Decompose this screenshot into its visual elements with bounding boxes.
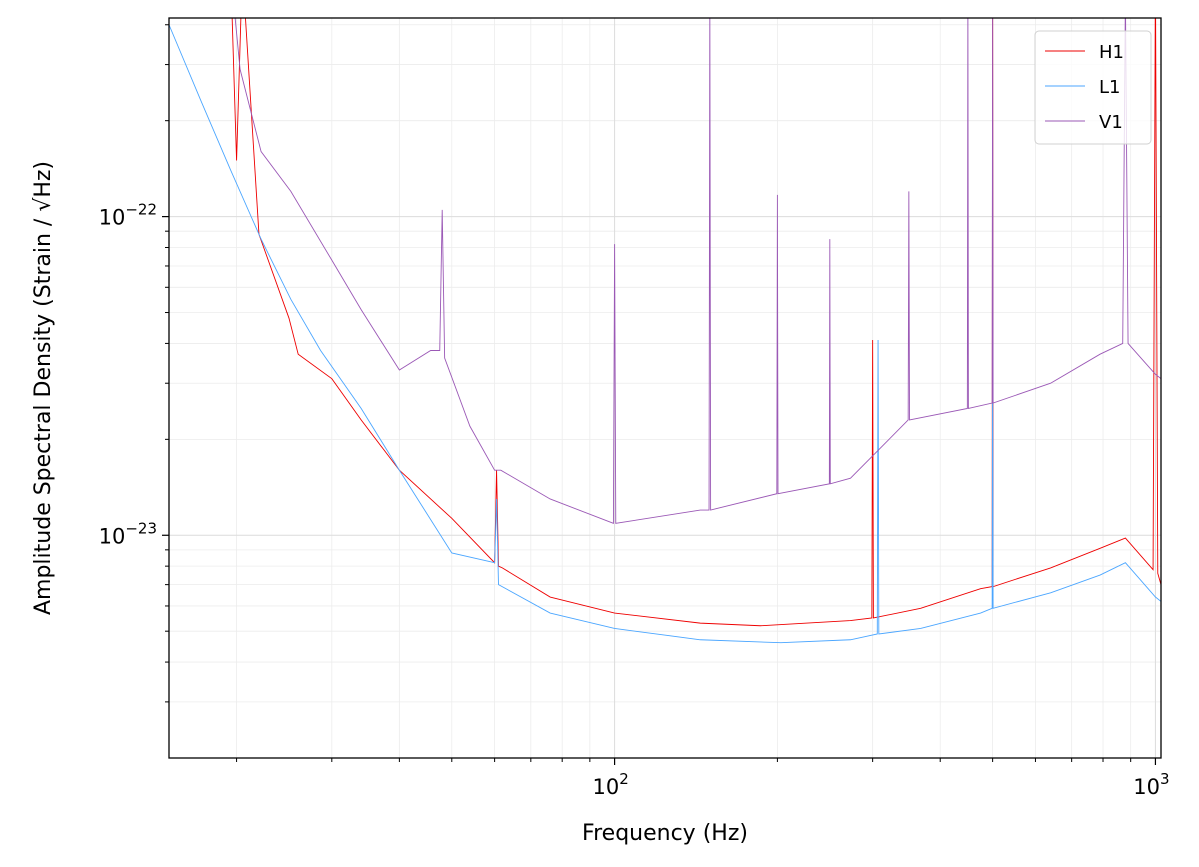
- tick-exponent: 3: [1160, 770, 1170, 788]
- tick-base: 10: [1133, 775, 1160, 799]
- tick-label: 10−23: [99, 519, 157, 548]
- tick-label: 10−22: [99, 201, 157, 230]
- grid: [169, 18, 1161, 758]
- legend-label: H1: [1099, 42, 1124, 63]
- legend-label: V1: [1099, 112, 1123, 133]
- series-line: [234, 18, 1161, 524]
- series-line: [169, 24, 1161, 644]
- tick-exponent: −22: [125, 201, 157, 219]
- y-axis-label: Amplitude Spectral Density (Strain / √Hz…: [31, 161, 56, 615]
- legend: H1 L1 V1: [1034, 30, 1152, 145]
- tick-base: 10: [99, 524, 126, 548]
- tick-label: 103: [1133, 770, 1169, 799]
- tick-base: 10: [99, 206, 126, 230]
- tick-label: 102: [592, 770, 628, 799]
- plot-frame: [168, 17, 1162, 759]
- tick-exponent: 2: [619, 770, 629, 788]
- legend-box: [1034, 30, 1152, 145]
- x-axis-label: Frequency (Hz): [582, 821, 748, 846]
- legend-label: L1: [1099, 77, 1120, 98]
- tick-base: 10: [592, 775, 619, 799]
- series-line: [231, 18, 1161, 627]
- tick-exponent: −23: [125, 519, 157, 537]
